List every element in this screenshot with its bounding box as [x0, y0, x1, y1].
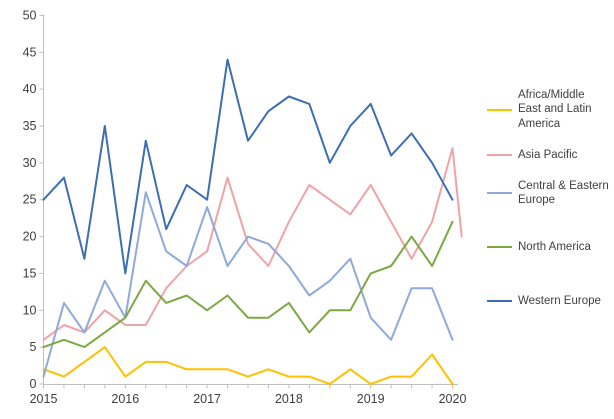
legend-line-sample: [487, 108, 512, 111]
y-axis-tick-label: 25: [23, 193, 37, 207]
x-axis-tick-label: 2016: [111, 392, 139, 406]
legend-label: Asia Pacific: [518, 149, 578, 161]
y-axis-tick-label: 40: [23, 82, 37, 96]
chart-legend: Africa/Middle East and Latin America Asia…: [487, 0, 614, 419]
legend-item-western-europe: Western Europe: [487, 294, 610, 308]
y-axis-tick-label: 50: [23, 8, 37, 22]
y-axis-tick-label: 30: [23, 156, 37, 170]
legend-item-north-america: North America: [487, 240, 610, 254]
legend-item-asia-pacific: Asia Pacific: [487, 148, 610, 162]
series-line-north-america: [42, 220, 454, 349]
legend-label: Western Europe: [518, 295, 601, 307]
x-axis-tick-label: 2018: [275, 392, 303, 406]
legend-label: Africa/Middle East and Latin America: [518, 89, 592, 130]
legend-line-sample: [487, 246, 512, 249]
y-axis-tick-label: 5: [30, 340, 37, 354]
x-axis-tick-label: 2019: [357, 392, 385, 406]
x-axis-tick-label: 2017: [193, 392, 221, 406]
series-line-africa-middle-east-and-latin-america: [42, 346, 454, 385]
y-axis-tick-label: 45: [23, 45, 37, 59]
legend-item-africa-middle-east-and-latin-america: Africa/Middle East and Latin America: [487, 88, 610, 131]
legend-line-sample: [487, 192, 512, 195]
legend-item-central-eastern-europe: Central & Eastern Europe: [487, 179, 610, 208]
legend-label: North America: [518, 241, 591, 253]
series-line-western-europe: [42, 58, 454, 275]
legend-line-sample: [487, 300, 512, 303]
x-axis-tick-label: 2015: [30, 392, 58, 406]
y-axis-tick-label: 20: [23, 230, 37, 244]
y-axis-tick-label: 0: [30, 377, 37, 391]
y-axis-tick-label: 15: [23, 266, 37, 280]
y-axis-tick-label: 35: [23, 119, 37, 133]
series-line-central-eastern-europe: [42, 191, 454, 378]
series-line-asia-pacific: [42, 147, 463, 341]
legend-line-sample: [487, 154, 512, 157]
y-axis-tick-label: 10: [23, 303, 37, 317]
x-axis-tick-label: 2020: [439, 392, 467, 406]
legend-label: Central & Eastern Europe: [518, 180, 609, 207]
